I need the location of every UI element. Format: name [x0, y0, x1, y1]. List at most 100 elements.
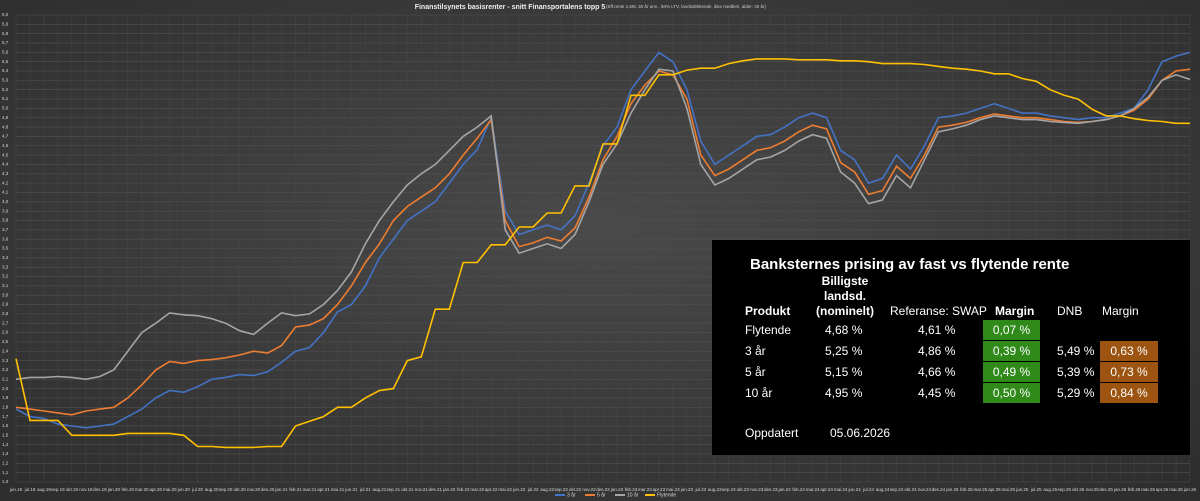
x-tick-label: jan.20: [107, 487, 121, 492]
x-tick-label: mar.22: [470, 487, 484, 492]
table-cell: 0,63 %: [1100, 341, 1158, 361]
y-tick-label: 2,6: [2, 330, 9, 335]
pricing-table: Banksternes prising av fast vs flytende …: [712, 240, 1190, 455]
table-cell: 10 år: [745, 386, 773, 400]
x-tick-label: jan.21: [274, 487, 288, 492]
y-tick-label: 4,8: [2, 124, 9, 129]
x-tick-label: sep.19: [51, 487, 65, 492]
y-tick-label: 5,9: [2, 22, 9, 27]
x-tick-label: apr.21: [317, 487, 330, 492]
table-cell: 4,61 %: [918, 323, 956, 337]
legend-label: 5 år: [597, 491, 606, 498]
x-tick-label: okt.24: [904, 487, 917, 492]
x-tick-label: feb.24: [792, 487, 805, 492]
x-tick-label: jun.23: [680, 487, 694, 492]
y-tick-label: 2,4: [2, 348, 9, 353]
x-tick-label: jun.21: [344, 487, 358, 492]
x-tick-label: nov.19: [79, 487, 93, 492]
legend-label: 3 år: [567, 491, 576, 498]
table-cell: 4,66 %: [918, 365, 956, 379]
series-line: [15, 58, 1190, 449]
x-tick-label: aug.20: [205, 487, 219, 492]
y-tick-label: 1,0: [2, 479, 9, 484]
x-tick-label: mar.25: [973, 487, 987, 492]
chart-title: Finanstilsynets basisrenter - snitt Fina…: [415, 4, 606, 11]
y-tick-label: 1,2: [2, 461, 9, 466]
y-tick-label: 2,8: [2, 311, 9, 316]
y-tick-label: 1,5: [2, 432, 9, 437]
series-line: [15, 68, 1191, 381]
x-tick-label: okt.19: [66, 487, 79, 492]
x-tick-label: okt.23: [737, 487, 750, 492]
x-tick-label: okt.21: [401, 487, 414, 492]
x-tick-label: feb.23: [625, 487, 638, 492]
x-tick-label: aug.25: [1043, 487, 1057, 492]
header-cell: Produkt: [745, 304, 791, 318]
y-tick-label: 1,3: [2, 451, 9, 456]
x-tick-label: aug.22: [540, 487, 554, 492]
table-cell: 5,25 %: [825, 344, 863, 358]
x-tick-label: feb.21: [289, 487, 302, 492]
table-cell: 4,86 %: [918, 344, 956, 358]
y-tick-label: 2,2: [2, 367, 9, 372]
x-tick-label: mai.26: [1169, 487, 1183, 492]
x-tick-label: jul.25: [1030, 487, 1042, 492]
x-tick-label: aug.23: [708, 487, 722, 492]
y-tick-label: 5,0: [2, 106, 9, 111]
table-cell: 5 år: [745, 365, 766, 379]
table-cell: 0,50 %: [983, 383, 1040, 403]
y-tick-label: 4,3: [2, 171, 9, 176]
y-tick-label: 3,0: [2, 292, 9, 297]
x-tick-label: jun.22: [512, 487, 526, 492]
y-tick-label: 3,4: [2, 255, 9, 260]
x-tick-label: sep.25: [1057, 487, 1071, 492]
x-tick-label: mai.20: [163, 487, 177, 492]
updated-date: 05.06.2026: [830, 426, 891, 440]
table-cell: 0,84 %: [1100, 383, 1158, 403]
x-tick-label: feb.25: [960, 487, 973, 492]
y-tick-label: 5,6: [2, 50, 9, 55]
table-title: Banksternes prising av fast vs flytende …: [750, 256, 1070, 273]
x-tick-label: mai.22: [498, 487, 512, 492]
x-tick-label: nov.22: [582, 487, 596, 492]
table-cell: 5,29 %: [1057, 386, 1095, 400]
x-tick-label: sep.23: [722, 487, 736, 492]
x-tick-label: des.21: [429, 487, 443, 492]
x-tick-label: des.22: [596, 487, 610, 492]
y-tick-label: 2,9: [2, 302, 9, 307]
x-tick-label: apr.24: [820, 487, 833, 492]
x-tick-label: jul.23: [694, 487, 706, 492]
table-cell: 0,49 %: [983, 362, 1040, 382]
x-tick-label: mar.24: [806, 487, 820, 492]
y-tick-label: 1,7: [2, 414, 9, 419]
x-tick-label: mai.24: [834, 487, 848, 492]
x-tick-label: jul.21: [359, 487, 371, 492]
y-tick-label: 5,4: [2, 68, 9, 73]
x-tick-label: aug.21: [372, 487, 386, 492]
legend-label: Flytende: [657, 492, 676, 498]
x-tick-label: apr.23: [653, 487, 666, 492]
x-tick-label: jan.22: [442, 487, 456, 492]
y-tick-label: 3,5: [2, 246, 9, 251]
x-tick-label: sep.24: [890, 487, 904, 492]
table-cell: 3 år: [745, 344, 766, 358]
x-tick-label: jun.20: [177, 487, 191, 492]
x-tick-label: jan.23: [610, 487, 624, 492]
x-tick-label: apr.20: [150, 487, 163, 492]
y-tick-label: 3,8: [2, 218, 9, 223]
x-tick-label: mar.21: [303, 487, 317, 492]
table-cell: Flytende: [745, 323, 792, 337]
y-tick-label: 6,0: [2, 12, 9, 17]
y-tick-label: 1,4: [2, 442, 9, 447]
legend-label: 10 år: [627, 491, 639, 498]
y-tick-label: 5,1: [2, 96, 9, 101]
y-tick-label: 2,3: [2, 358, 9, 363]
y-tick-label: 5,8: [2, 31, 9, 36]
header-cell: Referanse: SWAP: [890, 304, 987, 318]
x-tick-label: aug.19: [37, 487, 51, 492]
x-tick-label: mar.26: [1141, 487, 1155, 492]
table-cell: 4,45 %: [918, 386, 956, 400]
x-tick-label: nov.20: [247, 487, 261, 492]
x-tick-label: feb.22: [457, 487, 470, 492]
